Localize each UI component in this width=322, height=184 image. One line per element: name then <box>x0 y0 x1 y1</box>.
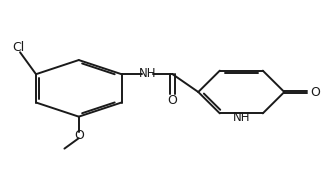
Text: O: O <box>74 129 84 142</box>
Text: O: O <box>311 86 320 98</box>
Text: Cl: Cl <box>12 41 24 54</box>
Text: O: O <box>167 94 177 107</box>
Text: NH: NH <box>232 111 250 124</box>
Text: NH: NH <box>139 67 157 80</box>
